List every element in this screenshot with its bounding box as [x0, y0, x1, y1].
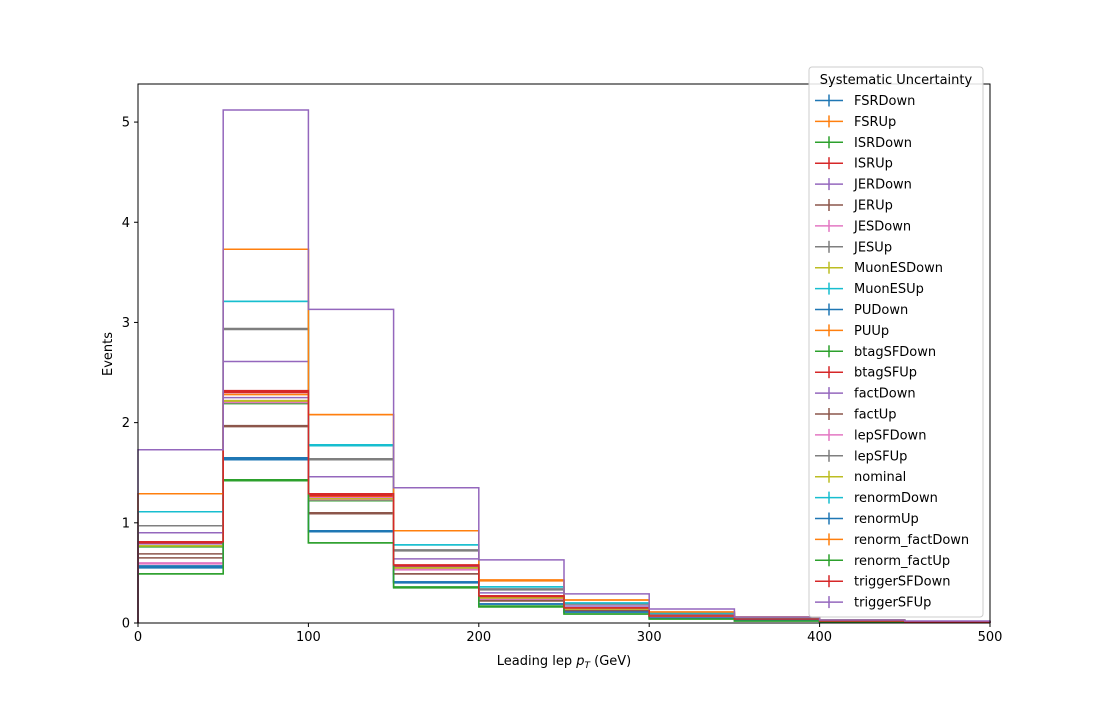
x-tick-label: 0: [134, 630, 142, 645]
legend-label: factDown: [854, 387, 916, 402]
y-tick-label: 3: [122, 316, 130, 331]
legend-entry-lepSFDown: lepSFDown: [815, 428, 926, 443]
x-axis-ticks: 0 100 200 300 400 500: [134, 623, 1003, 645]
legend-entry-JERUp: JERUp: [815, 199, 893, 214]
legend-label: nominal: [854, 470, 906, 485]
legend-entry-factDown: factDown: [815, 387, 916, 402]
legend-entry-renorm_factDown: renorm_factDown: [815, 533, 969, 548]
legend-entry-PUDown: PUDown: [815, 303, 908, 318]
legend-label: JESUp: [853, 240, 892, 255]
y-axis-label: Events: [101, 332, 116, 376]
legend-entry-renorm_factUp: renorm_factUp: [815, 554, 950, 569]
legend-entry-ISRUp: ISRUp: [815, 157, 893, 172]
x-tick-label: 400: [807, 630, 832, 645]
legend-entries: FSRDown FSRUp ISRDown ISRUp JERDown JERUp JESD…: [815, 94, 969, 611]
legend-entry-triggerSFUp: triggerSFUp: [815, 596, 931, 611]
y-tick-label: 5: [122, 116, 130, 131]
legend-label: JERDown: [853, 178, 912, 193]
legend-entry-btagSFDown: btagSFDown: [815, 345, 936, 360]
legend-entry-JESUp: JESUp: [815, 240, 892, 255]
legend-entry-renormDown: renormDown: [815, 491, 938, 506]
legend-entry-nominal: nominal: [815, 470, 906, 485]
x-axis-label: Leading lep pT (GeV): [497, 654, 631, 671]
legend-label: FSRUp: [854, 115, 896, 130]
y-tick-label: 2: [122, 416, 130, 431]
x-tick-label: 200: [466, 630, 491, 645]
legend-label: btagSFUp: [854, 366, 917, 381]
legend-entry-MuonESUp: MuonESUp: [815, 282, 924, 297]
legend-label: ISRDown: [854, 136, 912, 151]
legend-label: MuonESUp: [854, 282, 924, 297]
legend-entry-lepSFUp: lepSFUp: [815, 449, 907, 464]
legend-entry-factUp: factUp: [815, 408, 897, 423]
x-tick-label: 100: [296, 630, 321, 645]
legend-label: PUDown: [854, 303, 908, 318]
legend-entry-JESDown: JESDown: [815, 219, 911, 234]
histogram-series-triggerSFUp: [137, 109, 991, 623]
legend-entry-MuonESDown: MuonESDown: [815, 261, 943, 276]
legend: Systematic Uncertainty FSRDown FSRUp ISRDo…: [808, 66, 984, 618]
legend-label: renormDown: [854, 491, 938, 506]
x-axis-label-subscript: T: [584, 661, 591, 671]
legend-label: triggerSFUp: [854, 596, 931, 611]
legend-entry-btagSFUp: btagSFUp: [815, 366, 917, 381]
legend-label: MuonESDown: [854, 261, 943, 276]
legend-box: [808, 66, 984, 618]
legend-label: renorm_factDown: [854, 533, 969, 548]
x-tick-label: 300: [637, 630, 662, 645]
legend-entry-ISRDown: ISRDown: [815, 136, 912, 151]
plot-series-group: [137, 109, 991, 623]
legend-label: lepSFDown: [854, 428, 926, 443]
legend-label: JESDown: [853, 219, 911, 234]
legend-entry-renormUp: renormUp: [815, 512, 919, 527]
legend-label: factUp: [854, 408, 897, 423]
legend-label: btagSFDown: [854, 345, 936, 360]
legend-label: FSRDown: [854, 94, 915, 109]
legend-entry-FSRDown: FSRDown: [815, 94, 915, 109]
y-tick-label: 4: [122, 216, 130, 231]
y-tick-label: 1: [122, 516, 130, 531]
axes-frame: [137, 83, 991, 624]
legend-entry-JERDown: JERDown: [815, 178, 912, 193]
legend-title: Systematic Uncertainty: [820, 73, 973, 88]
legend-label: renorm_factUp: [854, 554, 950, 569]
legend-label: ISRUp: [854, 157, 893, 172]
legend-label: triggerSFDown: [854, 575, 950, 590]
legend-entry-PUUp: PUUp: [815, 324, 889, 339]
legend-entry-FSRUp: FSRUp: [815, 115, 896, 130]
legend-entry-triggerSFDown: triggerSFDown: [815, 575, 950, 590]
y-tick-label: 0: [122, 617, 130, 632]
legend-label: JERUp: [853, 199, 893, 214]
x-tick-label: 500: [978, 630, 1003, 645]
legend-label: PUUp: [854, 324, 889, 339]
legend-label: lepSFUp: [854, 449, 907, 464]
histogram-series-triggerSFDown: [137, 389, 991, 623]
legend-label: renormUp: [854, 512, 919, 527]
y-axis-ticks: 0 1 2 3 4 5: [122, 116, 138, 632]
x-axis-label-symbol: p: [575, 654, 584, 669]
